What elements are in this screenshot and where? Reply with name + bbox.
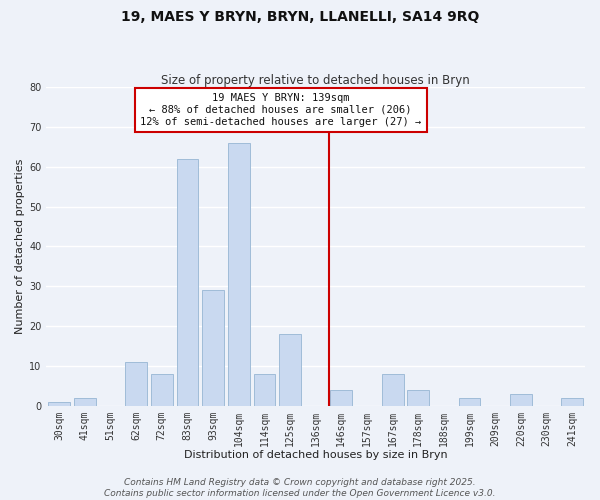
Bar <box>49 402 70 406</box>
Title: Size of property relative to detached houses in Bryn: Size of property relative to detached ho… <box>161 74 470 87</box>
Text: 19 MAES Y BRYN: 139sqm
← 88% of detached houses are smaller (206)
12% of semi-de: 19 MAES Y BRYN: 139sqm ← 88% of detached… <box>140 94 421 126</box>
Bar <box>331 390 352 406</box>
Bar <box>458 398 481 406</box>
Bar <box>125 362 147 406</box>
Text: Contains HM Land Registry data © Crown copyright and database right 2025.
Contai: Contains HM Land Registry data © Crown c… <box>104 478 496 498</box>
Bar <box>382 374 404 406</box>
X-axis label: Distribution of detached houses by size in Bryn: Distribution of detached houses by size … <box>184 450 448 460</box>
Bar <box>561 398 583 406</box>
Bar <box>202 290 224 406</box>
Bar <box>254 374 275 406</box>
Bar <box>407 390 429 406</box>
Y-axis label: Number of detached properties: Number of detached properties <box>15 158 25 334</box>
Bar <box>279 334 301 406</box>
Bar <box>228 143 250 406</box>
Bar <box>176 158 199 406</box>
Bar <box>510 394 532 406</box>
Text: 19, MAES Y BRYN, BRYN, LLANELLI, SA14 9RQ: 19, MAES Y BRYN, BRYN, LLANELLI, SA14 9R… <box>121 10 479 24</box>
Bar <box>74 398 96 406</box>
Bar <box>151 374 173 406</box>
